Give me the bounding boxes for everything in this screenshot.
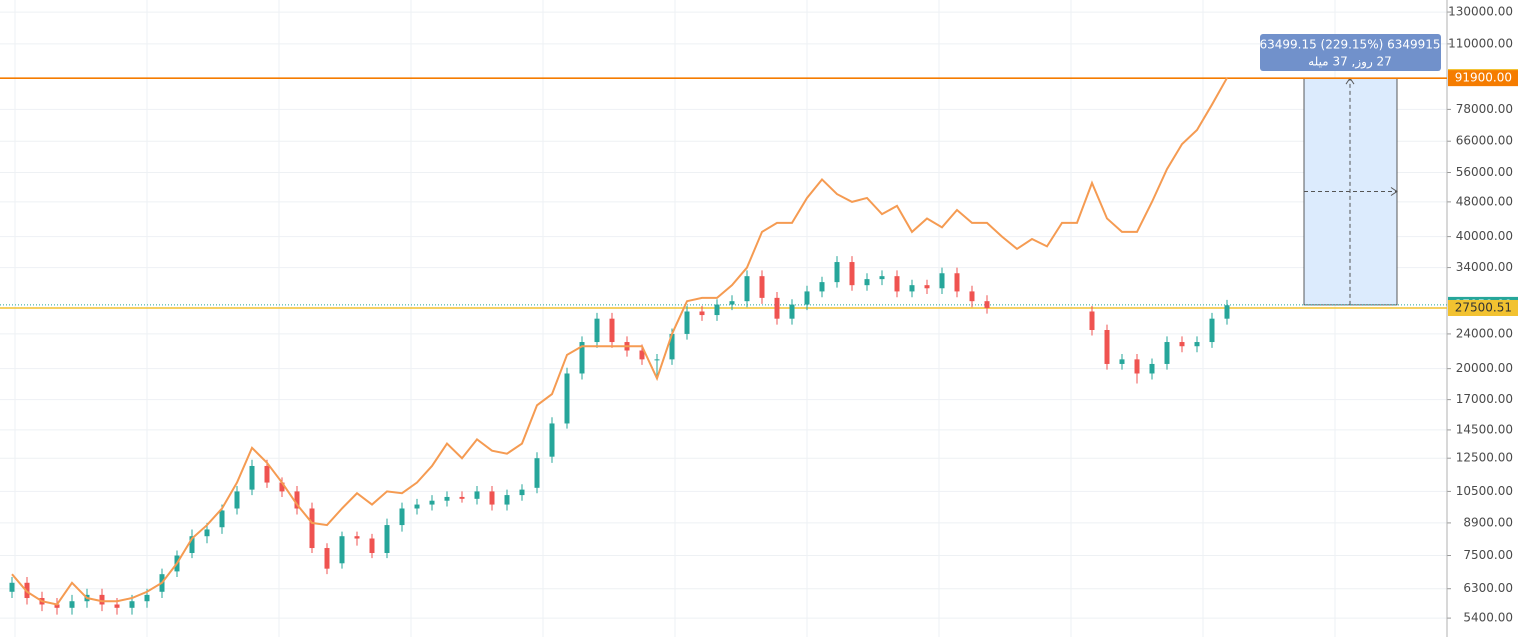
candle-body: [54, 604, 60, 608]
candle-body: [1134, 359, 1140, 374]
candle-body: [1119, 359, 1125, 364]
candle-body: [1149, 363, 1155, 374]
y-tick-label: 8900.00: [1463, 515, 1513, 529]
candle-body: [504, 495, 510, 505]
y-tick-label: 130000.00: [1448, 5, 1513, 19]
candle-body: [114, 604, 120, 608]
candle-body: [984, 301, 990, 308]
price-tag: [1448, 299, 1518, 316]
candle-body: [459, 496, 465, 499]
candle-body: [1194, 342, 1200, 347]
candle-body: [894, 276, 900, 292]
measure-tooltip: [1260, 34, 1441, 71]
candle-body: [129, 601, 135, 608]
candle-body: [609, 318, 615, 343]
y-tick-label: 56000.00: [1456, 165, 1513, 179]
candle-body: [1104, 329, 1110, 364]
price-tag-label: 91900.00: [1455, 71, 1512, 85]
candle-body: [969, 291, 975, 302]
measure-arrowhead: [1390, 187, 1398, 196]
candle-body: [639, 350, 645, 360]
candle-body: [564, 373, 570, 424]
y-tick-label: 10500.00: [1456, 484, 1513, 498]
y-tick-label: 66000.00: [1456, 134, 1513, 148]
candle-body: [924, 285, 930, 289]
candle-body: [1179, 342, 1185, 347]
y-tick-label: 12500.00: [1456, 451, 1513, 465]
candle-body: [1164, 342, 1170, 364]
y-tick-label: 20000.00: [1456, 361, 1513, 375]
candle-body: [309, 508, 315, 549]
y-tick-label: 110000.00: [1448, 36, 1513, 50]
candle-body: [519, 489, 525, 496]
candle-body: [204, 529, 210, 537]
y-tick-label: 5400.00: [1463, 611, 1513, 625]
candle-body: [1224, 305, 1230, 319]
candle-body: [444, 496, 450, 501]
candle-body: [399, 508, 405, 526]
measure-sublabel: 27 روز, 37 میله: [1308, 55, 1392, 70]
candle-body: [264, 465, 270, 483]
price-tag: [1448, 70, 1518, 87]
candle-body: [804, 291, 810, 305]
y-tick-label: 14500.00: [1456, 422, 1513, 436]
y-tick-label: 6300.00: [1463, 581, 1513, 595]
y-tick-label: 7500.00: [1463, 548, 1513, 562]
y-tick-label: 78000.00: [1456, 102, 1513, 116]
candle-body: [579, 342, 585, 374]
candle-body: [369, 538, 375, 553]
candle-body: [474, 491, 480, 499]
y-tick-label: 34000.00: [1456, 260, 1513, 274]
candle-body: [294, 491, 300, 509]
y-tick-label: 48000.00: [1456, 194, 1513, 208]
candle-body: [684, 311, 690, 334]
price-tag-label: 27500.51: [1455, 300, 1512, 314]
candle-body: [699, 311, 705, 316]
candle-body: [69, 601, 75, 608]
candle-body: [669, 333, 675, 360]
candle-body: [1089, 311, 1095, 330]
candle-body: [849, 262, 855, 286]
candle-body: [9, 582, 15, 592]
candle-body: [774, 297, 780, 319]
candle-body: [789, 304, 795, 319]
candle-body: [819, 282, 825, 292]
candle-body: [939, 273, 945, 289]
candle-body: [489, 491, 495, 505]
candle-body: [714, 304, 720, 316]
candle-body: [534, 458, 540, 488]
candle-body: [879, 276, 885, 280]
y-tick-label: 17000.00: [1456, 392, 1513, 406]
candle-body: [324, 548, 330, 569]
y-tick-label: 24000.00: [1456, 326, 1513, 340]
candle-body: [759, 276, 765, 298]
candle-body: [744, 276, 750, 302]
candle-body: [219, 510, 225, 528]
candle-body: [99, 594, 105, 605]
candle-body: [189, 536, 195, 553]
candle-body: [594, 318, 600, 343]
candle-body: [249, 465, 255, 490]
candle-body: [834, 262, 840, 283]
candle-body: [279, 482, 285, 492]
candle-body: [414, 504, 420, 509]
candle-body: [1209, 318, 1215, 343]
candle-body: [339, 536, 345, 564]
y-tick-label: 40000.00: [1456, 229, 1513, 243]
candle-body: [429, 500, 435, 505]
candle-body: [354, 536, 360, 539]
candle-body: [909, 285, 915, 292]
measure-label: 63499.15 (229.15%) 6349915: [1259, 38, 1440, 52]
candle-body: [384, 525, 390, 553]
overlay-line: [11, 77, 1228, 606]
candle-body: [549, 423, 555, 457]
candle-body: [864, 279, 870, 286]
candle-body: [654, 359, 660, 361]
candle-body: [144, 594, 150, 602]
candle-body: [234, 491, 240, 509]
candle-body: [954, 273, 960, 292]
candle-body: [729, 301, 735, 305]
